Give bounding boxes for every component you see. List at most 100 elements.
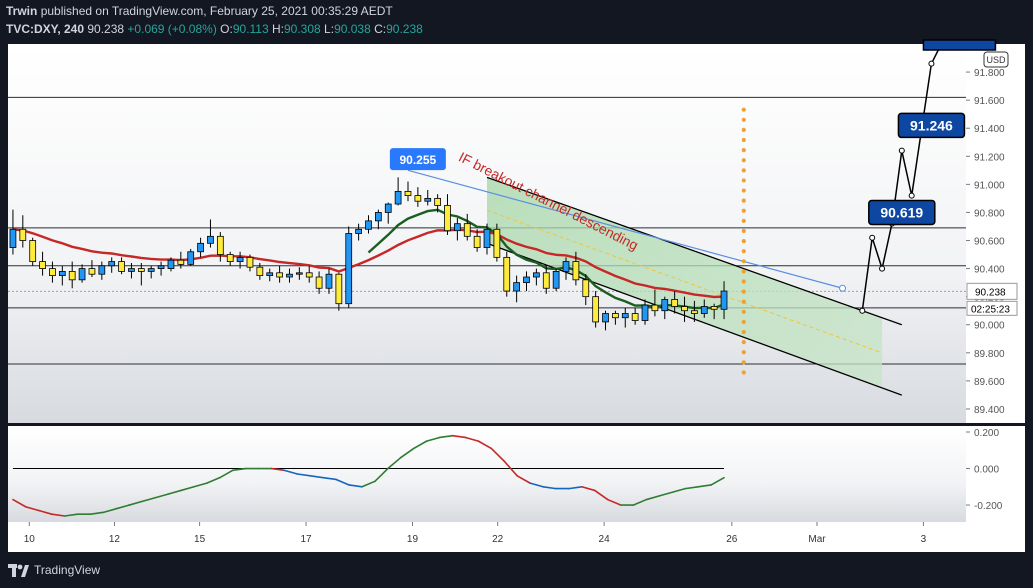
candle-up (661, 299, 669, 312)
projection-dot (741, 289, 746, 294)
author-name[interactable]: Trwin (6, 4, 38, 18)
oscillator-segment (632, 498, 648, 506)
oscillator-segment (296, 473, 312, 477)
candle-down (29, 240, 37, 262)
oscillator-segment (322, 476, 337, 481)
candle-down (118, 261, 125, 272)
oscillator-segment (128, 500, 144, 506)
oscillator-segment (412, 440, 428, 450)
oscillator-segment (12, 498, 27, 508)
price-tick-label: 90.400 (974, 265, 1005, 276)
candle-down (612, 313, 619, 319)
breakout-point (869, 234, 876, 241)
candle-up (720, 290, 728, 310)
oscillator-segment (37, 509, 53, 515)
projection-dot (741, 188, 746, 193)
projection-dot (741, 158, 746, 163)
trend-ray-end (839, 284, 847, 292)
oscillator-segment (451, 434, 467, 439)
price-label: 91.246 (897, 112, 966, 139)
price-label-text: 90.255 (400, 153, 437, 167)
candle-down (315, 276, 323, 289)
projection-dots (741, 107, 746, 375)
breakout-path (861, 43, 942, 311)
oscillator-axis[interactable] (966, 426, 1025, 522)
candle-up (78, 268, 86, 281)
breakout-point (928, 60, 935, 67)
candle-down (335, 273, 343, 305)
oscillator-segment (89, 511, 105, 515)
projection-dot (741, 107, 746, 112)
projection-dot (741, 218, 746, 223)
candle-up (552, 270, 560, 289)
candle-down (276, 272, 283, 278)
high-label: H: (272, 22, 284, 36)
oscillator-segment (335, 478, 350, 486)
oscillator-segment (503, 460, 518, 477)
time-tick-label: 19 (407, 534, 419, 545)
oscillator-segment (645, 495, 661, 501)
candle-down (582, 279, 590, 298)
price-label-text: 90.619 (880, 204, 923, 220)
candle-down (137, 268, 145, 272)
oscillator-segment (219, 469, 234, 479)
candle-down (691, 310, 698, 314)
price-tick-label: 91.400 (974, 124, 1005, 135)
candle-down (68, 270, 76, 281)
time-tick-label: 26 (726, 534, 738, 545)
oscillator-segment (438, 434, 454, 439)
close-value: 90.238 (386, 22, 423, 36)
candle-up (394, 190, 402, 205)
projection-dot (741, 148, 746, 153)
projection-dot (741, 329, 746, 335)
breakout-point (908, 192, 915, 199)
candle-up (621, 313, 629, 319)
oscillator-pane[interactable] (8, 426, 966, 522)
candle-up (483, 228, 491, 248)
oscillator-segment (193, 482, 208, 488)
candle-up (187, 251, 195, 265)
price-tick-label: 91.000 (974, 180, 1005, 191)
symbol-info: TVC:DXY, 240 90.238 +0.069 (+0.08%) O:90… (6, 22, 423, 36)
oscillator-segment (490, 447, 506, 463)
tradingview-logo-icon[interactable] (8, 563, 30, 579)
candle-down (19, 228, 27, 241)
projection-dot (741, 259, 746, 264)
price-tick-label: 90.600 (974, 237, 1005, 248)
candle-down (493, 228, 501, 258)
projection-dot (741, 249, 746, 254)
time-tick-label: 15 (194, 534, 206, 545)
oscillator-segment (581, 485, 596, 492)
oscillator-segment (115, 504, 131, 510)
tradingview-brand[interactable]: TradingView (34, 563, 101, 577)
price-tick-label: 91.200 (974, 152, 1005, 163)
close-label: C: (374, 22, 387, 36)
oscillator-segment (361, 480, 376, 488)
oscillator-segment (154, 493, 169, 499)
oscillator-segment (684, 485, 699, 490)
candle-down (681, 306, 688, 312)
projection-dot (741, 340, 746, 345)
footer (0, 556, 1033, 588)
publish-info: Trwin published on TradingView.com, Febr… (6, 4, 393, 18)
candle-up (384, 203, 392, 213)
channel-fill (487, 177, 883, 388)
candle-down (305, 272, 313, 278)
countdown-box (966, 300, 1018, 316)
price-label-box (897, 112, 966, 139)
candle-down (216, 235, 224, 255)
time-axis[interactable] (8, 522, 1025, 552)
symbol-name[interactable]: TVC:DXY, 240 (6, 22, 85, 36)
oscillator-segment (606, 498, 622, 506)
candle-up (98, 265, 106, 275)
candle-up (295, 272, 303, 275)
time-tick-label: Mar (808, 534, 826, 545)
candle-up (513, 282, 520, 292)
price-axis[interactable] (966, 44, 1025, 423)
candle-down (404, 190, 412, 196)
projection-dot (741, 269, 746, 274)
projection-dot (741, 178, 746, 183)
oscillator-segment (270, 467, 286, 472)
time-tick-label: 12 (109, 534, 121, 545)
